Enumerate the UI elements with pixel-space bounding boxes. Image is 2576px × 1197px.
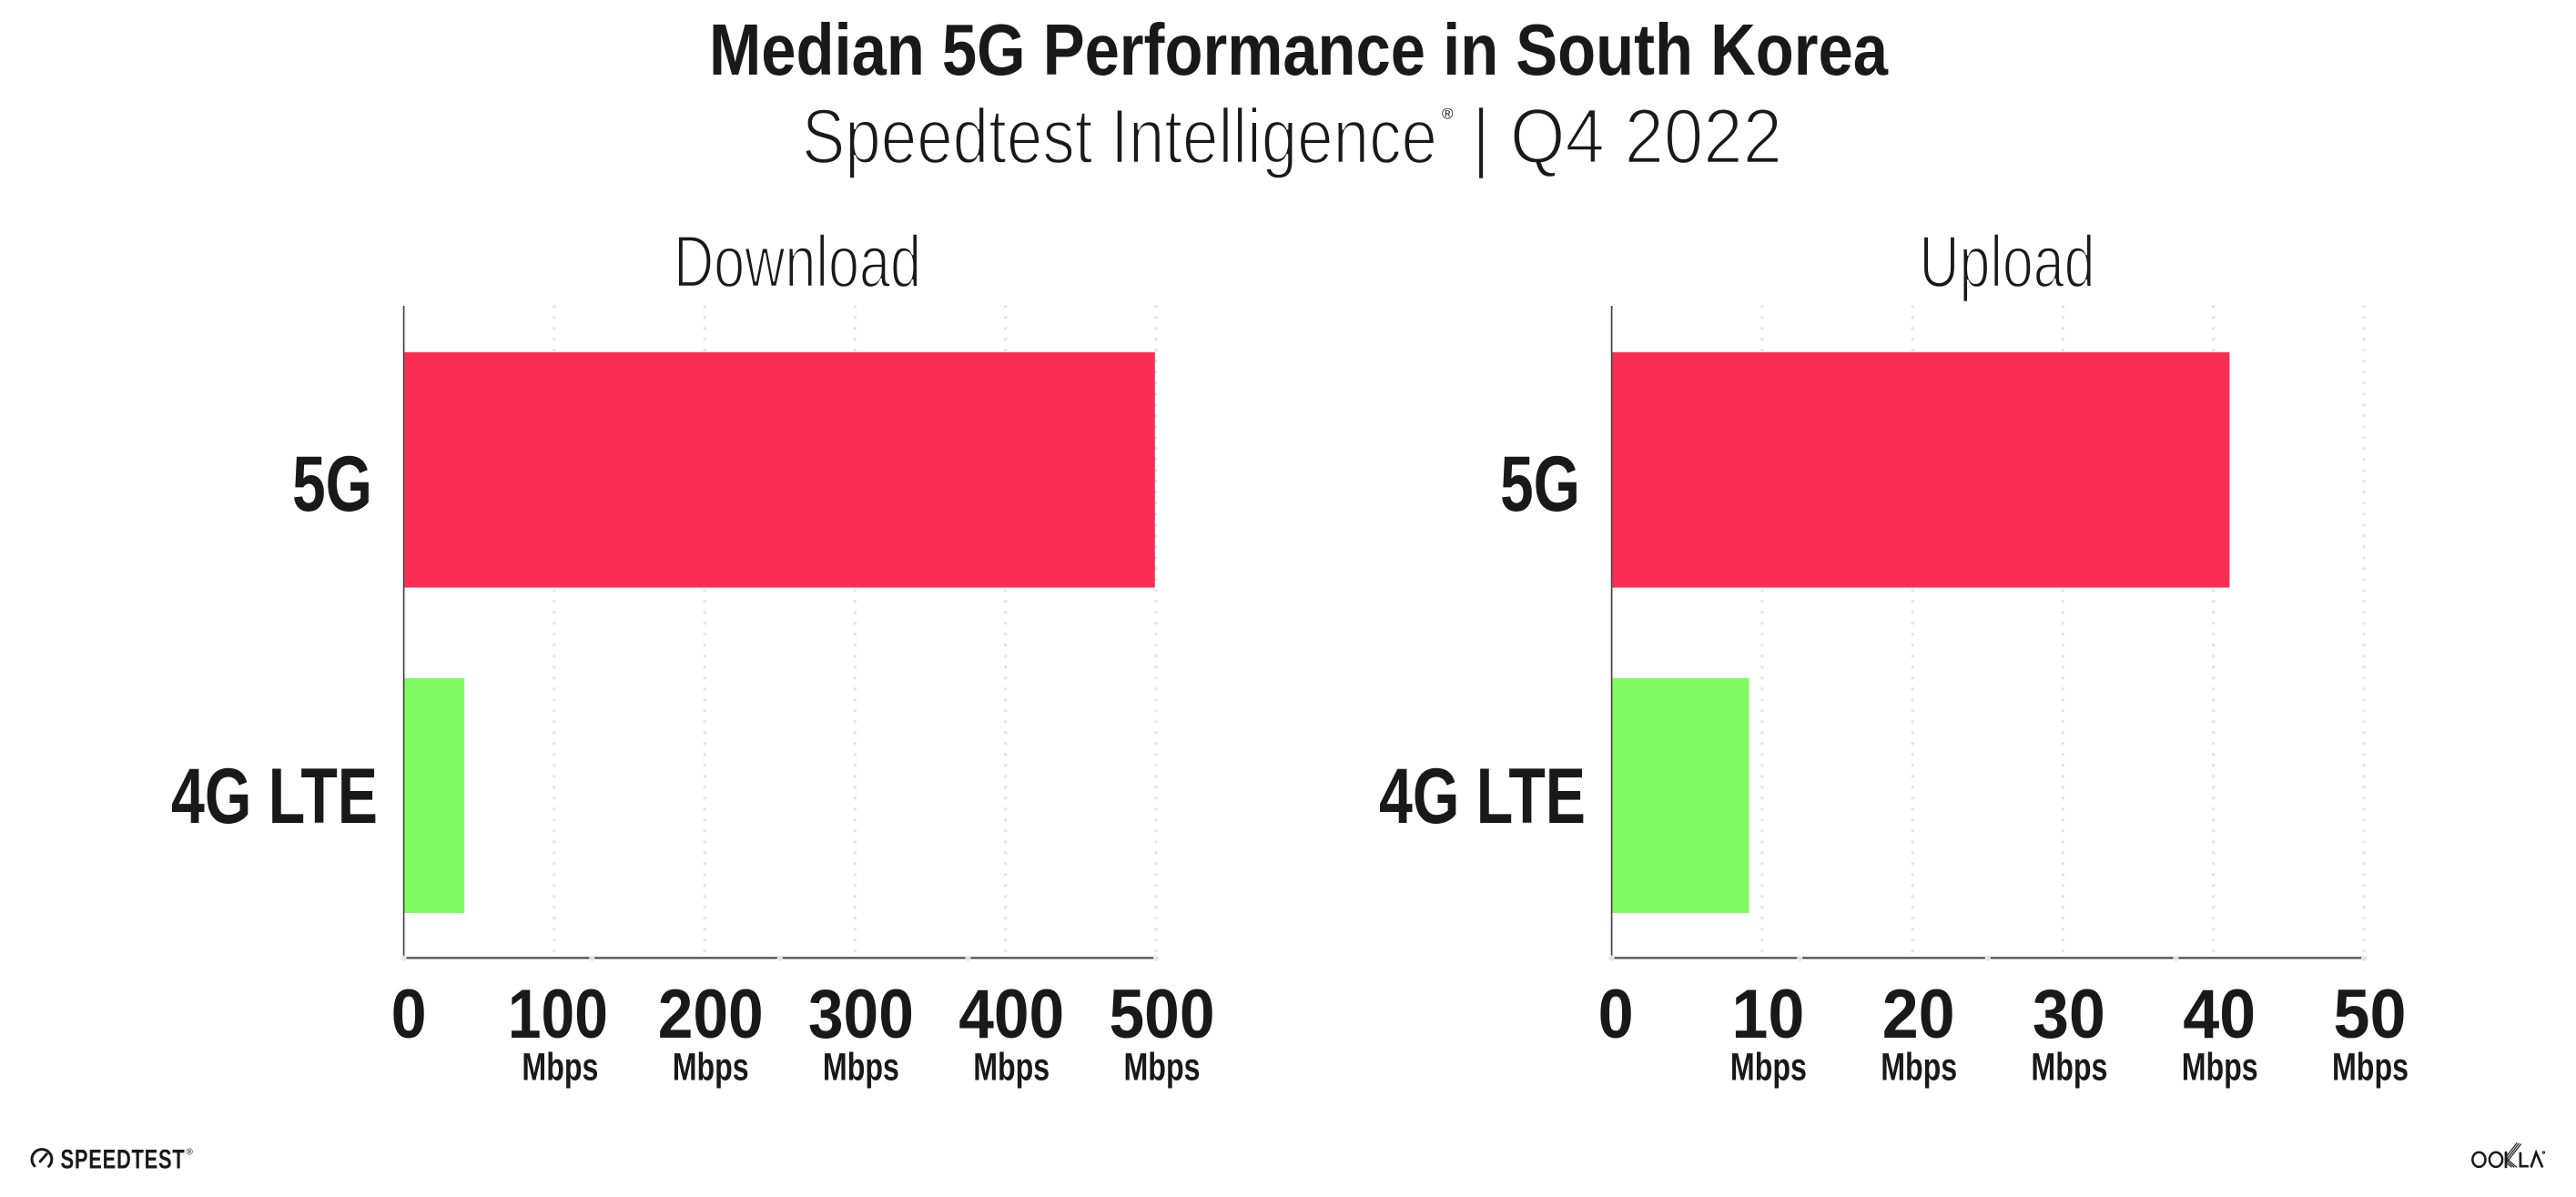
svg-text:10: 10 bbox=[1731, 976, 1804, 1053]
svg-text:20: 20 bbox=[1882, 976, 1955, 1053]
svg-text:4G LTE: 4G LTE bbox=[171, 753, 378, 840]
svg-text:Mbps: Mbps bbox=[973, 1046, 1050, 1090]
svg-text:40: 40 bbox=[2183, 976, 2256, 1053]
svg-text:Speedtest Intelligence: Speedtest Intelligence bbox=[802, 94, 1437, 180]
svg-text:®: ® bbox=[187, 1148, 194, 1158]
svg-text:5G: 5G bbox=[1500, 441, 1580, 528]
svg-text:Mbps: Mbps bbox=[2182, 1046, 2258, 1090]
svg-text:400: 400 bbox=[958, 976, 1064, 1053]
svg-text:500: 500 bbox=[1110, 976, 1215, 1053]
svg-text:®: ® bbox=[1442, 106, 1454, 123]
svg-text:Mbps: Mbps bbox=[1124, 1046, 1201, 1090]
svg-text:Upload: Upload bbox=[1920, 221, 2095, 303]
svg-text:Mbps: Mbps bbox=[823, 1046, 899, 1090]
svg-text:4G LTE: 4G LTE bbox=[1379, 753, 1586, 840]
svg-text:300: 300 bbox=[808, 976, 914, 1053]
svg-text:30: 30 bbox=[2033, 976, 2105, 1053]
svg-text:Mbps: Mbps bbox=[522, 1046, 598, 1090]
svg-text:Mbps: Mbps bbox=[673, 1046, 749, 1090]
svg-text:Mbps: Mbps bbox=[1881, 1046, 1957, 1090]
svg-text:100: 100 bbox=[508, 976, 608, 1053]
svg-text:0: 0 bbox=[391, 976, 427, 1053]
svg-text:0: 0 bbox=[1598, 976, 1634, 1053]
svg-text:Mbps: Mbps bbox=[2031, 1046, 2107, 1090]
svg-text:Mbps: Mbps bbox=[2332, 1046, 2409, 1090]
svg-text:5G: 5G bbox=[292, 441, 372, 528]
svg-text:Median 5G Performance in South: Median 5G Performance in South Korea bbox=[709, 9, 1888, 90]
svg-text:50: 50 bbox=[2334, 976, 2407, 1053]
svg-text:SPEEDTEST: SPEEDTEST bbox=[61, 1144, 186, 1174]
svg-text:200: 200 bbox=[658, 976, 764, 1053]
svg-text:Mbps: Mbps bbox=[1730, 1046, 1807, 1090]
svg-text:Download: Download bbox=[674, 221, 921, 303]
svg-text:| Q4 2022: | Q4 2022 bbox=[1472, 94, 1782, 180]
